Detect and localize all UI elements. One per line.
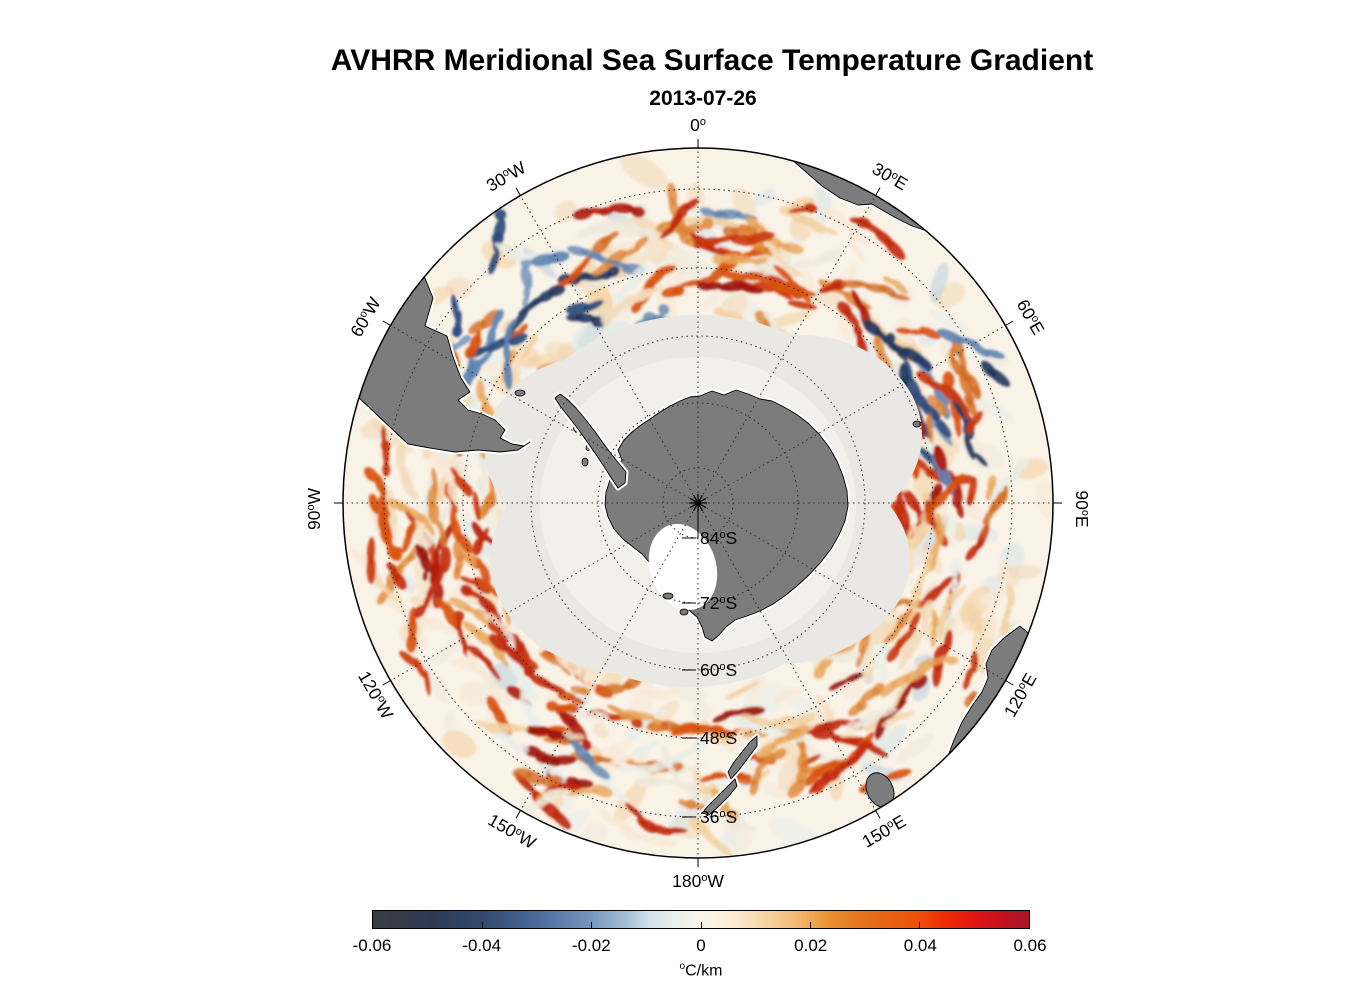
longitude-tick	[382, 680, 391, 686]
graticule	[343, 148, 1053, 858]
new-zealand-north-island	[701, 778, 738, 816]
longitude-label: 90oE	[1072, 490, 1092, 527]
colorbar-tick	[481, 922, 483, 928]
colorbar-tick-label: 0.04	[903, 936, 937, 955]
colorbar-tick-label: 0.06	[1013, 936, 1047, 955]
longitude-label: 150oE	[859, 811, 910, 852]
small-island	[662, 592, 674, 600]
small-island	[679, 608, 689, 616]
antarctic-peninsula	[554, 393, 627, 489]
colorbar-tick	[591, 922, 593, 928]
latitude-label: 60oS	[700, 660, 737, 680]
longitude-tick	[875, 810, 881, 819]
figure-title: AVHRR Meridional Sea Surface Temperature…	[330, 44, 1094, 77]
new-zealand-south-island	[727, 735, 758, 780]
colorbar-tick-labels: -0.06 -0.04 -0.02 0 0.02 0.04 0.06	[353, 936, 1047, 958]
latitude-circle	[383, 188, 1013, 818]
latitude-label: 48oS	[700, 728, 737, 748]
longitude-label: 30oE	[869, 158, 911, 194]
colorbar-tick-label: -0.04	[462, 936, 502, 955]
latitude-labels: 84oS 72oS 60oS 48oS 36oS	[682, 528, 737, 827]
longitude-label: 90oW	[304, 488, 324, 531]
longitude-label: 0o	[690, 115, 706, 135]
colorbar-tick	[919, 922, 921, 928]
colorbar-tick	[700, 922, 702, 928]
falkland-islands	[514, 389, 526, 397]
latitude-label: 36oS	[700, 807, 737, 827]
longitude-label: 60oW	[346, 293, 385, 340]
longitude-tick	[1005, 680, 1014, 686]
colorbar-unit-label: oC/km	[679, 961, 723, 980]
longitude-tick	[875, 187, 881, 196]
sst-gradient-field	[349, 153, 1053, 857]
small-island	[581, 457, 589, 467]
colorbar-tick-label: 0.02	[794, 936, 828, 955]
colorbar-tick	[809, 922, 811, 928]
longitude-tick	[382, 320, 391, 326]
figure-subtitle: 2013-07-26	[649, 87, 757, 110]
small-island	[912, 420, 922, 428]
latitude-label: 72oS	[700, 593, 737, 613]
longitude-label: 180oW	[672, 871, 724, 891]
longitude-label: 30oW	[483, 157, 530, 196]
latitude-label: 84oS	[700, 528, 737, 548]
longitude-label: 60oE	[1013, 296, 1049, 338]
colorbar-tick-label: -0.02	[571, 936, 611, 955]
longitude-tick	[515, 187, 521, 196]
colorbar	[372, 910, 1030, 929]
colorbar-tick-label: -0.06	[352, 936, 392, 955]
longitude-tick	[1005, 320, 1014, 326]
latitude-circle	[530, 335, 866, 671]
colorbar-tick-label: 0	[696, 936, 706, 955]
longitude-tick	[515, 810, 521, 819]
ross-ice-shelf	[648, 523, 718, 611]
